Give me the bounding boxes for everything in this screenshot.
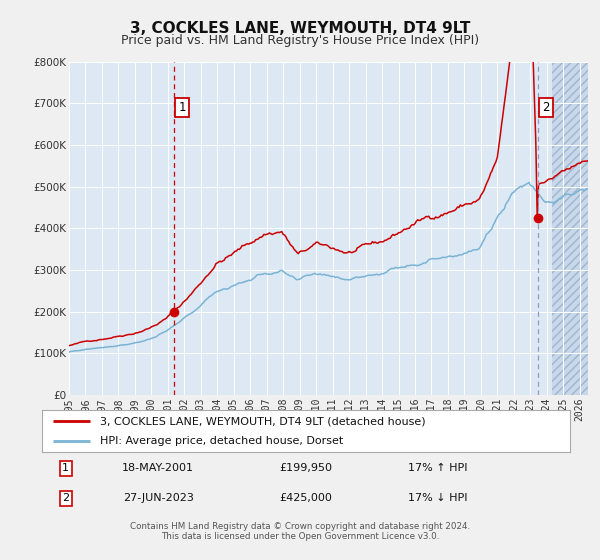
Text: 3, COCKLES LANE, WEYMOUTH, DT4 9LT (detached house): 3, COCKLES LANE, WEYMOUTH, DT4 9LT (deta… [100, 416, 426, 426]
Text: 1: 1 [178, 101, 186, 114]
Text: 3, COCKLES LANE, WEYMOUTH, DT4 9LT: 3, COCKLES LANE, WEYMOUTH, DT4 9LT [130, 21, 470, 36]
Text: 18-MAY-2001: 18-MAY-2001 [122, 463, 194, 473]
Text: 27-JUN-2023: 27-JUN-2023 [123, 493, 194, 503]
Text: £425,000: £425,000 [280, 493, 332, 503]
Text: 17% ↓ HPI: 17% ↓ HPI [408, 493, 468, 503]
Text: 2: 2 [542, 101, 550, 114]
Text: Price paid vs. HM Land Registry's House Price Index (HPI): Price paid vs. HM Land Registry's House … [121, 34, 479, 46]
Text: 1: 1 [62, 463, 69, 473]
Text: 2: 2 [62, 493, 70, 503]
Bar [552, 62, 588, 395]
Text: 17% ↑ HPI: 17% ↑ HPI [408, 463, 468, 473]
Bar [552, 62, 588, 395]
Text: £199,950: £199,950 [280, 463, 332, 473]
Text: HPI: Average price, detached house, Dorset: HPI: Average price, detached house, Dors… [100, 436, 343, 446]
Text: This data is licensed under the Open Government Licence v3.0.: This data is licensed under the Open Gov… [161, 532, 439, 541]
Text: Contains HM Land Registry data © Crown copyright and database right 2024.: Contains HM Land Registry data © Crown c… [130, 522, 470, 531]
